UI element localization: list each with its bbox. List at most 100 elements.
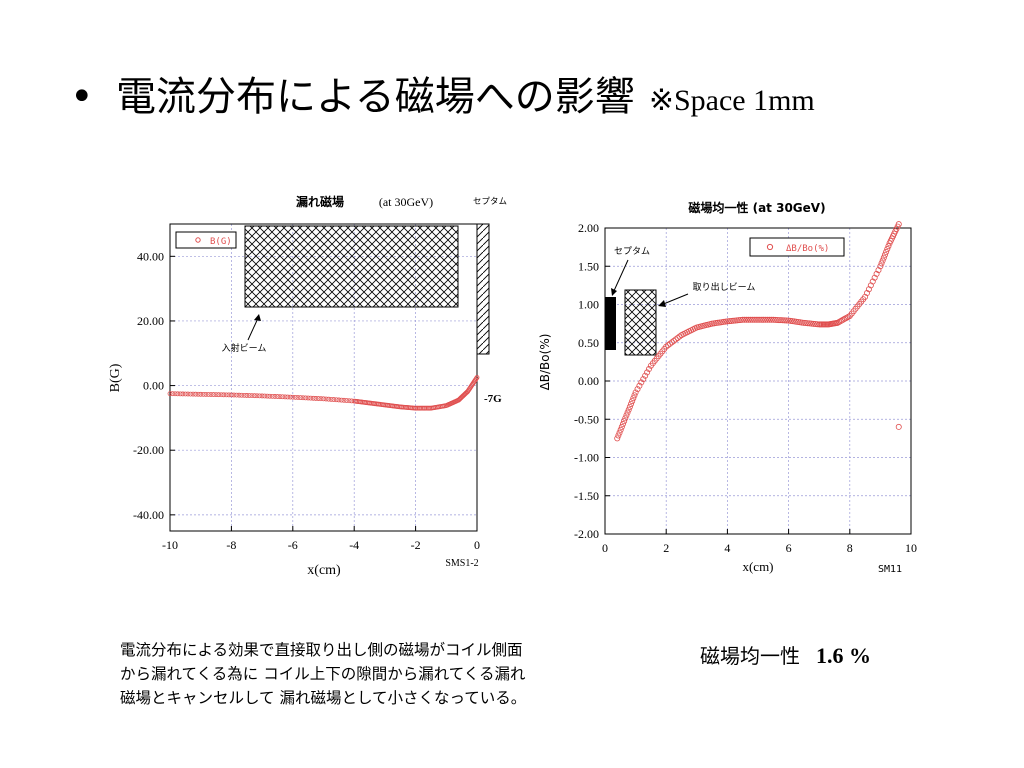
- septum-arrow-line: [612, 259, 629, 294]
- slide-title: • 電流分布による磁場への影響 ※Space 1mm: [70, 64, 815, 122]
- data-point: [718, 319, 725, 326]
- data-point: [323, 396, 329, 402]
- data-point: [318, 396, 324, 402]
- data-point: [797, 319, 804, 326]
- data-point: [787, 317, 794, 324]
- data-point: [300, 395, 306, 401]
- data-point: [249, 393, 255, 398]
- data-point: [670, 337, 677, 344]
- y-tick-label: -0.50: [574, 412, 599, 426]
- y-tick-label: 0.00: [143, 379, 164, 393]
- data-point: [779, 317, 786, 324]
- data-point: [884, 246, 891, 253]
- data-point: [277, 394, 283, 400]
- x-tick-label: 2: [663, 541, 669, 555]
- data-point: [735, 317, 742, 324]
- data-point: [257, 393, 262, 399]
- chart2-legend: [749, 237, 845, 257]
- chart1-frame: [169, 223, 478, 532]
- min-field-label: -7G: [484, 393, 502, 405]
- data-point: [636, 382, 643, 389]
- data-point: [267, 393, 273, 399]
- data-point: [615, 432, 622, 439]
- data-point: [810, 320, 817, 327]
- data-point: [280, 394, 285, 400]
- data-point: [808, 320, 815, 327]
- data-point: [804, 320, 811, 327]
- chart1-series-b: [167, 375, 480, 411]
- chart2-ticks: 0 2 4 6 8 10 2.00 1.50 1.00 0.50 0.00 -0.50 -1.00 -1.…: [574, 221, 917, 555]
- data-point: [193, 391, 198, 397]
- data-point: [200, 391, 206, 397]
- data-point: [880, 254, 887, 261]
- data-point: [644, 369, 651, 376]
- caption-line-2: から漏れてくる為に コイル上下の隙間から漏れてくる漏れ: [120, 665, 526, 683]
- x-tick-label: 0: [602, 541, 608, 555]
- data-point: [772, 316, 779, 323]
- data-point: [292, 394, 298, 400]
- data-point: [298, 395, 303, 401]
- data-point: [244, 393, 250, 398]
- data-point: [185, 391, 191, 397]
- data-point: [770, 316, 777, 323]
- data-point: [254, 393, 260, 399]
- data-point: [881, 251, 888, 258]
- data-point: [774, 316, 781, 323]
- uniformity-value: 1.6 %: [816, 643, 871, 668]
- data-point: [865, 286, 872, 293]
- data-point: [873, 270, 880, 277]
- data-point: [474, 375, 480, 380]
- data-point: [614, 435, 621, 442]
- y-tick-label: 20.00: [137, 314, 164, 328]
- data-point: [840, 316, 847, 323]
- chart1-legend-marker: [195, 237, 201, 243]
- data-point: [668, 339, 675, 346]
- data-point: [628, 400, 635, 407]
- uniformity-summary: 磁場均一性 1.6 %: [700, 640, 871, 669]
- x-tick-label: -10: [162, 538, 178, 552]
- data-point: [339, 397, 344, 403]
- data-point: [877, 263, 884, 270]
- data-point: [195, 391, 201, 397]
- data-point: [714, 319, 721, 326]
- data-point: [766, 316, 773, 323]
- data-point: [753, 316, 760, 323]
- x-tick-label: 10: [905, 541, 917, 555]
- data-point: [624, 409, 631, 416]
- data-point: [783, 317, 790, 324]
- y-tick-label: 40.00: [137, 249, 164, 263]
- data-point: [895, 221, 902, 228]
- data-point: [785, 317, 792, 324]
- data-point: [295, 395, 301, 400]
- data-point: [743, 316, 750, 323]
- data-point: [172, 391, 178, 397]
- data-point: [175, 391, 181, 397]
- x-tick-label: -8: [226, 538, 236, 552]
- chart2-ylabel: ΔB/Bo(%): [538, 334, 552, 391]
- data-point: [236, 392, 242, 398]
- data-point: [213, 392, 219, 398]
- data-point: [167, 391, 173, 397]
- injection-beam-label: 入射ビーム: [222, 342, 267, 354]
- chart1-xlabel: x(cm): [307, 563, 341, 578]
- data-point: [262, 393, 268, 399]
- data-point: [711, 320, 718, 327]
- data-point: [733, 317, 740, 324]
- data-point: [223, 392, 229, 398]
- data-point: [180, 391, 186, 397]
- data-point: [336, 397, 342, 403]
- caption: 電流分布による効果で直接取り出し側の磁場がコイル側面 から漏れてくる為に コイル…: [120, 638, 620, 710]
- data-point: [869, 278, 876, 285]
- data-point: [231, 392, 237, 398]
- data-point: [802, 320, 809, 327]
- y-tick-label: -1.50: [574, 489, 599, 503]
- data-point: [629, 398, 636, 405]
- data-point: [287, 394, 293, 400]
- data-point: [315, 396, 321, 401]
- extraction-arrow-line: [660, 293, 689, 306]
- data-point: [875, 267, 882, 274]
- data-point: [741, 316, 748, 323]
- data-point: [285, 394, 291, 400]
- data-point: [275, 394, 280, 399]
- y-tick-label: -20.00: [133, 443, 164, 457]
